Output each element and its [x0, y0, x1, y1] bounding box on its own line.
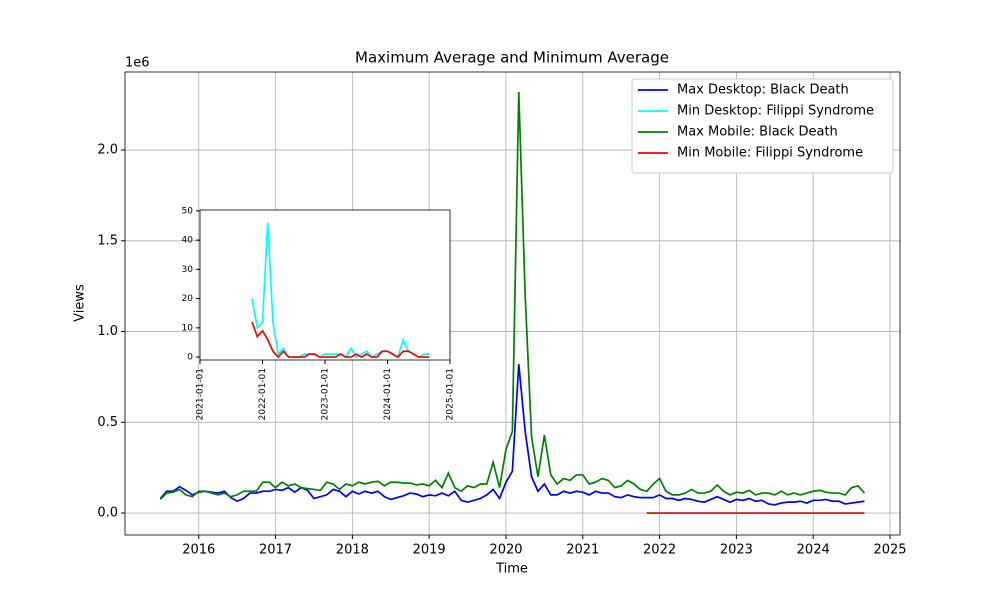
plot-area [200, 210, 450, 360]
x-tick-label: 2022 [643, 543, 676, 558]
x-tick-label: 2021 [566, 543, 599, 558]
x-tick-label: 2020 [489, 543, 522, 558]
x-tick-label: 2021-01-01 [196, 368, 206, 420]
y-tick-label: 0.0 [97, 506, 118, 521]
series-line [251, 321, 430, 359]
legend-label: Min Mobile: Filippi Syndrome [677, 146, 863, 161]
x-tick-label: 2022-01-01 [258, 368, 268, 420]
y-axis-label: Views [73, 284, 88, 322]
plot-group: 2016 2017 2018 2019 2020 2021 2022 2023 2024 2025… [97, 71, 907, 558]
y-tick-label: 20 [182, 294, 194, 304]
y-tick-label: 1.0 [97, 324, 118, 339]
plot-group: 2021-01-01 2022-01-01 2023-01-01 2024-01-01… [182, 206, 456, 420]
x-tick-label: 2019 [413, 543, 446, 558]
y-tick-label: 0.5 [97, 415, 118, 430]
y-tick-label: 50 [182, 206, 194, 216]
x-tick-label: 2024-01-01 [383, 368, 393, 420]
y-offset-text: 1e6 [125, 56, 150, 71]
chart-title: Maximum Average and Minimum Average [355, 49, 669, 67]
y-tick-label: 10 [182, 323, 194, 333]
x-tick-label: 2025-01-01 [446, 368, 456, 420]
legend-label: Min Desktop: Filippi Syndrome [677, 104, 874, 119]
x-tick-label: 2016 [182, 543, 215, 558]
y-tick-label: 2.0 [97, 143, 118, 158]
x-tick-label: 2017 [259, 543, 292, 558]
y-tick-label: 40 [182, 236, 194, 246]
axes-frame [124, 71, 901, 536]
y-tick-label: 30 [182, 265, 194, 275]
x-tick-label: 2023 [720, 543, 753, 558]
legend-label: Max Desktop: Black Death [677, 83, 849, 98]
x-tick-label: 2023-01-01 [321, 368, 331, 420]
y-tick-label: 1.5 [97, 233, 118, 248]
y-tick-label: 0 [187, 353, 193, 363]
series-line [159, 364, 865, 506]
x-tick-label: 2024 [797, 543, 830, 558]
series-line [159, 91, 866, 501]
x-tick-label: 2018 [336, 543, 369, 558]
axes-frame [199, 209, 451, 361]
legend-label: Max Mobile: Black Death [677, 125, 838, 140]
x-tick-label: 2025 [873, 543, 906, 558]
x-axis-label: Time [495, 562, 528, 577]
legend-box [631, 78, 894, 174]
